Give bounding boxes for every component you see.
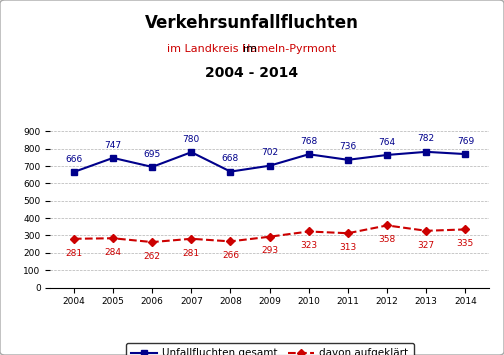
Text: 358: 358 bbox=[379, 235, 396, 244]
Text: 281: 281 bbox=[66, 248, 83, 257]
Text: 747: 747 bbox=[104, 141, 121, 149]
Text: 293: 293 bbox=[261, 246, 278, 255]
Text: 2004 - 2014: 2004 - 2014 bbox=[206, 66, 298, 80]
Text: 335: 335 bbox=[457, 239, 474, 248]
Text: 702: 702 bbox=[261, 148, 278, 157]
Text: 262: 262 bbox=[144, 252, 161, 261]
Text: 782: 782 bbox=[418, 135, 435, 143]
Text: 736: 736 bbox=[339, 142, 356, 152]
Text: 769: 769 bbox=[457, 137, 474, 146]
Text: 327: 327 bbox=[418, 241, 435, 250]
Text: 780: 780 bbox=[183, 135, 200, 144]
Text: 281: 281 bbox=[183, 248, 200, 257]
Text: Verkehrsunfallfluchten: Verkehrsunfallfluchten bbox=[145, 14, 359, 32]
Text: im Landkreis Hameln-Pyrmont: im Landkreis Hameln-Pyrmont bbox=[167, 44, 337, 54]
Text: 764: 764 bbox=[379, 138, 396, 147]
Text: 284: 284 bbox=[104, 248, 121, 257]
Text: 695: 695 bbox=[144, 149, 161, 159]
Text: 323: 323 bbox=[300, 241, 318, 250]
Text: 768: 768 bbox=[300, 137, 318, 146]
Text: 668: 668 bbox=[222, 154, 239, 163]
Legend: Unfallfluchten gesamt, davon aufgeklärt: Unfallfluchten gesamt, davon aufgeklärt bbox=[125, 343, 414, 355]
Text: im: im bbox=[243, 44, 261, 54]
Text: 313: 313 bbox=[339, 243, 356, 252]
Text: 266: 266 bbox=[222, 251, 239, 260]
Text: 666: 666 bbox=[65, 155, 83, 164]
